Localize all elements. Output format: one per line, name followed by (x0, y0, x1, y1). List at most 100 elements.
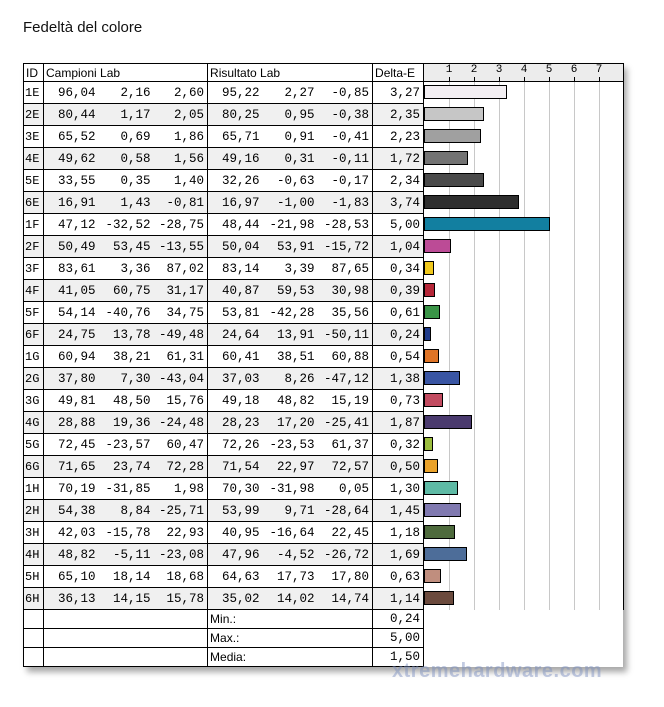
delta-e-bar (424, 568, 441, 583)
result-lab-value: -21,98 (262, 213, 318, 236)
chart-axis: 1 2 3 4 5 6 7 (423, 63, 625, 82)
gridline (599, 169, 601, 192)
sample-lab-value: 49,81 (43, 389, 99, 412)
axis-tick-mark (474, 77, 476, 81)
empty-cell (23, 609, 44, 629)
gridline (599, 411, 601, 434)
gridline (574, 499, 576, 522)
delta-e-value: 1,38 (372, 367, 425, 390)
result-lab-value: 59,53 (262, 279, 318, 302)
sample-lab-value: 41,05 (43, 279, 99, 302)
sample-lab-value: -25,71 (153, 499, 209, 522)
patch-id: 3H (23, 521, 44, 544)
gridline (499, 345, 501, 368)
gridline (499, 235, 501, 258)
sample-lab-value: -31,85 (98, 477, 154, 500)
delta-e-value: 0,61 (372, 301, 425, 324)
table-row: 1F 47,12 -32,52 -28,75 48,44 -21,98 -28,53 5,00 (23, 213, 625, 236)
sample-lab-value: 80,44 (43, 103, 99, 126)
delta-e-value: 1,04 (372, 235, 425, 258)
sample-lab-value: 2,05 (153, 103, 209, 126)
delta-e-bar-cell (423, 411, 625, 434)
gridline (524, 82, 526, 104)
result-lab-value: 17,73 (262, 565, 318, 588)
summary-value: 5,00 (372, 628, 425, 648)
result-lab-value: 65,71 (207, 125, 263, 148)
sample-lab-value: -23,57 (98, 433, 154, 456)
gridline (524, 125, 526, 148)
header-delta: Delta-E (372, 63, 425, 82)
delta-e-value: 2,35 (372, 103, 425, 126)
sample-lab-value: -43,04 (153, 367, 209, 390)
gridline (474, 521, 476, 544)
sample-lab-value: 96,04 (43, 81, 99, 104)
table-row: 3H 42,03 -15,78 22,93 40,95 -16,64 22,45 1,18 (23, 521, 625, 544)
gridline (474, 279, 476, 302)
gridline (449, 433, 451, 456)
gridline (574, 455, 576, 478)
patch-id: 1G (23, 345, 44, 368)
result-lab-value: -28,53 (317, 213, 374, 236)
delta-e-bar-cell (423, 301, 625, 324)
delta-e-value: 0,39 (372, 279, 425, 302)
patch-id: 1E (23, 81, 44, 104)
result-lab-value: 0,05 (317, 477, 374, 500)
result-lab-value: -26,72 (317, 543, 374, 566)
gridline (574, 279, 576, 302)
delta-e-bar (424, 370, 460, 385)
axis-tick-mark (574, 77, 576, 81)
result-lab-value: 80,25 (207, 103, 263, 126)
sample-lab-value: -15,78 (98, 521, 154, 544)
summary-row: Min.: 0,24 (23, 609, 624, 629)
gridline (574, 433, 576, 456)
summary-row: Media: 1,50 (23, 647, 624, 667)
sample-lab-value: 28,88 (43, 411, 99, 434)
sample-lab-value: 60,94 (43, 345, 99, 368)
table-row: 6H 36,13 14,15 15,78 35,02 14,02 14,74 1,14 (23, 587, 625, 610)
table-row: 1H 70,19 -31,85 1,98 70,30 -31,98 0,05 1,30 (23, 477, 625, 500)
patch-id: 2G (23, 367, 44, 390)
table-row: 6G 71,65 23,74 72,28 71,54 22,97 72,57 0,50 (23, 455, 625, 478)
empty-chart-cell (423, 609, 624, 629)
result-lab-value: -1,00 (262, 191, 318, 214)
result-lab-value: 48,82 (262, 389, 318, 412)
gridline (574, 521, 576, 544)
gridline (524, 257, 526, 280)
gridline (524, 565, 526, 588)
sample-lab-value: 15,76 (153, 389, 209, 412)
empty-chart-cell (423, 628, 624, 648)
gridline (574, 235, 576, 258)
empty-cell (42, 609, 209, 629)
result-lab-value: 15,19 (317, 389, 374, 412)
gridline (474, 565, 476, 588)
sample-lab-value: 36,13 (43, 587, 99, 610)
sample-lab-value: 1,43 (98, 191, 154, 214)
delta-e-value: 1,87 (372, 411, 425, 434)
result-lab-value: 49,18 (207, 389, 263, 412)
delta-e-bar (424, 128, 481, 143)
sample-lab-value: 13,78 (98, 323, 154, 346)
delta-e-value: 0,32 (372, 433, 425, 456)
gridline (599, 389, 601, 412)
gridline (474, 477, 476, 500)
gridline (549, 477, 551, 500)
gridline (524, 103, 526, 126)
delta-e-bar (424, 546, 468, 561)
gridline (449, 455, 451, 478)
gridline (499, 147, 501, 170)
gridline (474, 411, 476, 434)
result-lab-value: -42,28 (262, 301, 318, 324)
table-row: 3G 49,81 48,50 15,76 49,18 48,82 15,19 0,73 (23, 389, 625, 412)
result-lab-value: 17,20 (262, 411, 318, 434)
sample-lab-value: 8,84 (98, 499, 154, 522)
sample-lab-value: 60,47 (153, 433, 209, 456)
gridline (599, 103, 601, 126)
gridline (499, 125, 501, 148)
patch-id: 2H (23, 499, 44, 522)
gridline (599, 257, 601, 280)
patch-id: 2F (23, 235, 44, 258)
result-lab-value: 16,97 (207, 191, 263, 214)
sample-lab-value: 33,55 (43, 169, 99, 192)
gridline (599, 521, 601, 544)
gridline (449, 301, 451, 324)
